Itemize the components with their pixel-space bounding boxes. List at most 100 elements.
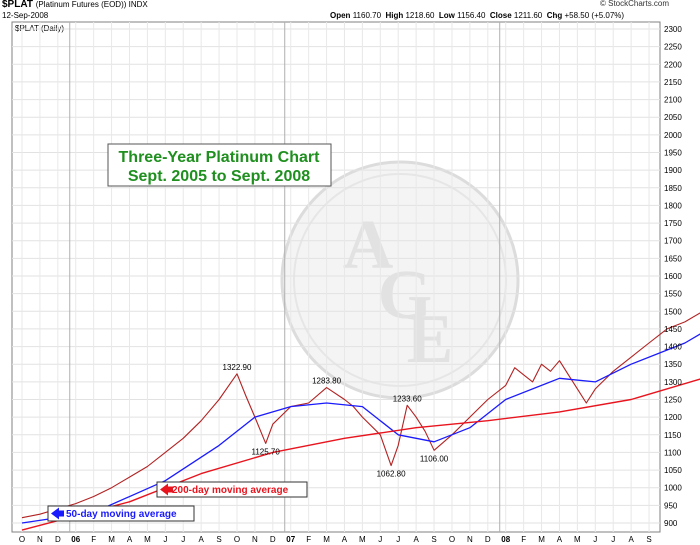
x-tick-label: F bbox=[91, 535, 96, 544]
x-tick-label: J bbox=[611, 535, 615, 544]
close-label: Close bbox=[489, 11, 512, 20]
price-annotation: 1322.90 bbox=[223, 363, 252, 372]
y-tick-label: 2150 bbox=[664, 78, 682, 87]
y-tick-label: 2300 bbox=[664, 25, 682, 34]
x-tick-label: A bbox=[557, 535, 563, 544]
x-tick-label: A bbox=[198, 535, 204, 544]
x-tick-label: M bbox=[538, 535, 545, 544]
header-symbol: $PLAT (Platinum Futures (EOD)) INDX bbox=[2, 0, 148, 10]
symbol: $PLAT bbox=[2, 0, 33, 10]
y-tick-label: 1700 bbox=[664, 237, 682, 246]
x-tick-label: D bbox=[270, 535, 276, 544]
series-line-2 bbox=[21, 378, 700, 531]
x-tick-label: D bbox=[485, 535, 491, 544]
x-tick-label: J bbox=[163, 535, 167, 544]
y-tick-label: 2100 bbox=[664, 96, 682, 105]
x-tick-label: S bbox=[216, 535, 221, 544]
header-date: 12-Sep-2008 bbox=[2, 11, 49, 20]
y-tick-label: 1900 bbox=[664, 166, 682, 175]
x-tick-label: 06 bbox=[71, 535, 80, 544]
y-tick-label: 1500 bbox=[664, 307, 682, 316]
y-tick-label: 1650 bbox=[664, 254, 682, 263]
legend-arrow-icon bbox=[51, 507, 64, 520]
close-value: 1211.60 bbox=[513, 11, 543, 20]
x-tick-label: D bbox=[55, 535, 61, 544]
series-line-0 bbox=[21, 312, 700, 519]
price-annotation: 1125.70 bbox=[251, 447, 280, 456]
x-tick-label: A bbox=[342, 535, 348, 544]
low-label: Low bbox=[438, 11, 455, 20]
y-tick-label: 1250 bbox=[664, 396, 682, 405]
watermark-letter: A bbox=[343, 207, 394, 284]
x-tick-label: N bbox=[37, 535, 43, 544]
x-tick-label: J bbox=[378, 535, 382, 544]
header-ohlc: Open 1160.70 High 1218.60 Low 1156.40 Cl… bbox=[330, 11, 624, 20]
x-tick-label: O bbox=[234, 535, 240, 544]
y-tick-label: 1300 bbox=[664, 378, 682, 387]
y-tick-label: 1450 bbox=[664, 325, 682, 334]
price-annotation: 1233.60 bbox=[393, 394, 422, 403]
credit: © StockCharts.com bbox=[600, 0, 670, 8]
x-tick-label: M bbox=[574, 535, 581, 544]
y-tick-label: 1350 bbox=[664, 360, 682, 369]
price-annotation: 1106.00 bbox=[420, 454, 449, 463]
watermark-letter: G bbox=[378, 257, 432, 334]
legend-label: 200-day moving average bbox=[172, 485, 289, 496]
x-tick-label: O bbox=[19, 535, 25, 544]
high-value: 1218.60 bbox=[405, 11, 435, 20]
x-tick-label: M bbox=[108, 535, 115, 544]
symbol-description: (Platinum Futures (EOD)) INDX bbox=[35, 0, 148, 9]
high-label: High bbox=[385, 11, 404, 20]
y-tick-label: 1400 bbox=[664, 343, 682, 352]
y-tick-label: 950 bbox=[664, 501, 678, 510]
x-tick-label: M bbox=[359, 535, 366, 544]
x-tick-label: A bbox=[127, 535, 133, 544]
y-tick-label: 1750 bbox=[664, 219, 682, 228]
x-tick-label: A bbox=[413, 535, 419, 544]
series-line-1 bbox=[21, 333, 700, 524]
y-tick-label: 1000 bbox=[664, 484, 682, 493]
x-tick-label: 07 bbox=[286, 535, 295, 544]
y-tick-label: 2250 bbox=[664, 43, 682, 52]
price-annotation: 1062.80 bbox=[377, 470, 406, 479]
y-tick-label: 2050 bbox=[664, 113, 682, 122]
y-tick-label: 1150 bbox=[664, 431, 682, 440]
title-line-1: Three-Year Platinum Chart bbox=[119, 149, 321, 166]
title-line-2: Sept. 2005 to Sept. 2008 bbox=[128, 168, 310, 185]
x-tick-label: A bbox=[628, 535, 634, 544]
x-tick-label: S bbox=[646, 535, 651, 544]
x-tick-label: 08 bbox=[501, 535, 510, 544]
y-tick-label: 1800 bbox=[664, 201, 682, 210]
y-tick-label: 1050 bbox=[664, 466, 682, 475]
x-tick-label: S bbox=[431, 535, 436, 544]
legend-label: 50-day moving average bbox=[66, 509, 177, 520]
y-tick-label: 1100 bbox=[664, 448, 682, 457]
watermark-letter: E bbox=[407, 301, 454, 378]
x-tick-label: O bbox=[449, 535, 455, 544]
x-tick-label: J bbox=[593, 535, 597, 544]
title-box: Three-Year Platinum Chart Sept. 2005 to … bbox=[107, 143, 332, 187]
x-tick-label: M bbox=[323, 535, 330, 544]
age-watermark: AGE bbox=[280, 160, 520, 400]
x-tick-label: J bbox=[396, 535, 400, 544]
open-label: Open bbox=[330, 11, 351, 20]
y-tick-label: 900 bbox=[664, 519, 678, 528]
y-tick-label: 1550 bbox=[664, 290, 682, 299]
legend-arrow-icon bbox=[160, 483, 173, 496]
x-tick-label: J bbox=[181, 535, 185, 544]
chg-value: +58.50 (+5.07%) bbox=[564, 11, 625, 20]
y-tick-label: 1600 bbox=[664, 272, 682, 281]
open-value: 1160.70 bbox=[352, 11, 382, 20]
low-value: 1156.40 bbox=[457, 11, 486, 20]
y-tick-label: 2000 bbox=[664, 131, 682, 140]
chg-label: Chg bbox=[546, 11, 563, 20]
y-tick-label: 1950 bbox=[664, 149, 682, 158]
y-tick-label: 1850 bbox=[664, 184, 682, 193]
y-tick-label: 1200 bbox=[664, 413, 682, 422]
price-annotation: 1283.80 bbox=[312, 377, 341, 386]
y-tick-label: 2200 bbox=[664, 60, 682, 69]
legend-box bbox=[47, 505, 195, 522]
x-tick-label: F bbox=[306, 535, 311, 544]
x-tick-label: N bbox=[252, 535, 258, 544]
